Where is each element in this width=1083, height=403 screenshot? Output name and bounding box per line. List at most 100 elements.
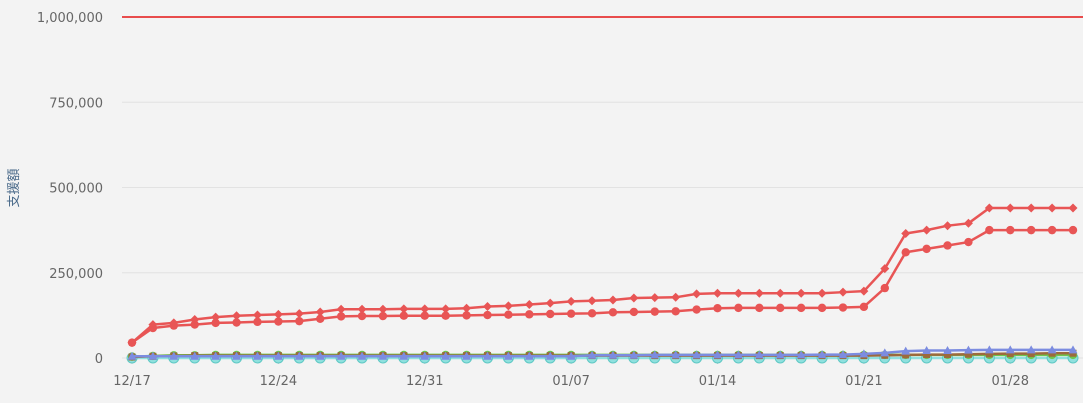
data-point[interactable] <box>127 351 137 360</box>
data-point[interactable] <box>148 320 158 330</box>
data-point[interactable] <box>1047 345 1057 354</box>
data-point[interactable] <box>775 288 785 298</box>
data-point[interactable] <box>1047 225 1057 235</box>
data-point[interactable] <box>963 218 973 228</box>
data-point[interactable] <box>650 350 660 359</box>
data-point[interactable] <box>944 351 952 359</box>
data-point[interactable] <box>253 317 262 327</box>
data-point[interactable] <box>378 311 388 321</box>
data-point[interactable] <box>545 298 555 308</box>
data-point[interactable] <box>232 351 242 360</box>
data-point[interactable] <box>859 286 869 296</box>
data-point[interactable] <box>713 350 723 359</box>
data-point[interactable] <box>880 264 890 274</box>
data-point[interactable] <box>733 288 743 298</box>
data-point[interactable] <box>733 350 743 359</box>
data-point[interactable] <box>1006 350 1014 358</box>
data-point[interactable] <box>148 351 158 360</box>
data-point[interactable] <box>859 349 869 358</box>
data-point[interactable] <box>336 351 346 360</box>
data-point[interactable] <box>524 351 534 360</box>
data-point[interactable] <box>336 312 346 321</box>
data-point[interactable] <box>755 303 764 313</box>
data-point[interactable] <box>775 350 785 359</box>
data-point[interactable] <box>483 310 492 320</box>
data-point[interactable] <box>482 351 492 360</box>
data-point[interactable] <box>608 295 618 305</box>
data-point[interactable] <box>880 348 890 357</box>
data-point[interactable] <box>190 314 200 324</box>
data-point[interactable] <box>399 351 409 360</box>
data-point[interactable] <box>817 288 827 298</box>
data-point[interactable] <box>525 310 534 319</box>
data-point[interactable] <box>295 316 304 326</box>
data-point[interactable] <box>420 351 430 360</box>
data-point[interactable] <box>357 351 367 360</box>
data-point[interactable] <box>713 304 722 313</box>
data-point[interactable] <box>943 241 952 250</box>
data-point[interactable] <box>650 293 660 303</box>
data-point[interactable] <box>1026 203 1036 213</box>
data-point[interactable] <box>1005 203 1015 213</box>
data-point[interactable] <box>315 307 325 317</box>
data-point[interactable] <box>546 309 555 319</box>
data-point[interactable] <box>169 351 179 360</box>
data-point[interactable] <box>1068 345 1078 354</box>
data-point[interactable] <box>922 345 932 354</box>
data-point[interactable] <box>902 351 910 359</box>
data-point[interactable] <box>294 309 304 319</box>
data-point[interactable] <box>211 351 221 360</box>
data-point[interactable] <box>943 221 953 231</box>
data-point[interactable] <box>273 351 283 360</box>
data-point[interactable] <box>482 302 492 312</box>
data-point[interactable] <box>629 307 639 317</box>
data-point[interactable] <box>629 293 639 303</box>
data-point[interactable] <box>1026 345 1036 354</box>
data-point[interactable] <box>1068 203 1078 213</box>
data-point[interactable] <box>671 292 681 302</box>
data-point[interactable] <box>587 309 597 318</box>
data-point[interactable] <box>252 310 262 320</box>
data-point[interactable] <box>796 350 806 359</box>
data-point[interactable] <box>524 299 534 309</box>
data-point[interactable] <box>713 288 723 298</box>
data-point[interactable] <box>420 304 430 314</box>
data-point[interactable] <box>504 310 513 319</box>
data-point[interactable] <box>273 309 283 319</box>
data-point[interactable] <box>232 318 241 327</box>
data-point[interactable] <box>190 320 199 329</box>
data-point[interactable] <box>566 309 576 318</box>
data-point[interactable] <box>441 351 451 360</box>
data-point[interactable] <box>923 351 931 359</box>
data-point[interactable] <box>545 351 555 360</box>
data-point[interactable] <box>692 305 701 314</box>
data-point[interactable] <box>880 283 889 293</box>
data-point[interactable] <box>420 311 429 320</box>
data-point[interactable] <box>336 304 346 314</box>
data-point[interactable] <box>984 345 994 354</box>
data-point[interactable] <box>838 287 848 297</box>
data-point[interactable] <box>399 311 409 320</box>
data-point[interactable] <box>274 317 283 326</box>
data-point[interactable] <box>817 350 827 359</box>
data-point[interactable] <box>503 301 513 311</box>
data-point[interactable] <box>211 312 221 322</box>
data-point[interactable] <box>503 351 513 360</box>
data-point[interactable] <box>566 351 576 360</box>
data-point[interactable] <box>462 351 472 360</box>
data-point[interactable] <box>692 350 702 359</box>
data-point[interactable] <box>796 288 806 298</box>
data-point[interactable] <box>608 308 618 317</box>
data-point[interactable] <box>964 350 972 358</box>
data-point[interactable] <box>127 338 137 348</box>
data-point[interactable] <box>922 225 932 235</box>
data-point[interactable] <box>566 296 576 306</box>
data-point[interactable] <box>252 351 262 360</box>
data-point[interactable] <box>964 237 973 247</box>
data-point[interactable] <box>378 351 388 360</box>
data-point[interactable] <box>671 350 681 359</box>
data-point[interactable] <box>943 345 953 354</box>
data-point[interactable] <box>859 302 869 312</box>
data-point[interactable] <box>922 244 931 254</box>
data-point[interactable] <box>357 304 367 314</box>
